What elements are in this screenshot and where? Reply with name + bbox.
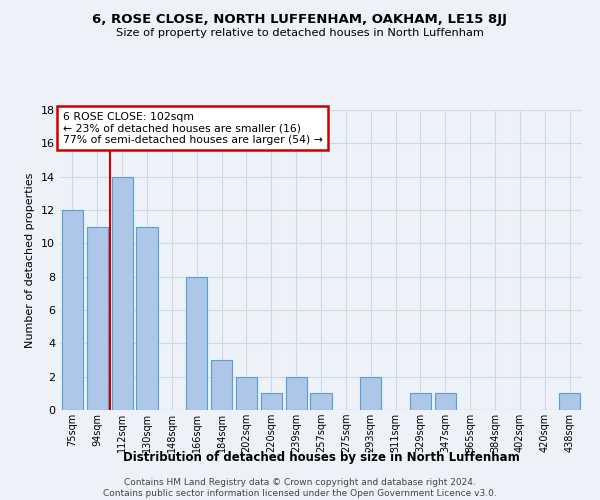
Bar [62,210,83,410]
Bar [211,360,232,410]
Text: Contains HM Land Registry data © Crown copyright and database right 2024.
Contai: Contains HM Land Registry data © Crown c… [103,478,497,498]
Text: Size of property relative to detached houses in North Luffenham: Size of property relative to detached ho… [116,28,484,38]
Bar [186,276,207,410]
Bar [236,376,257,410]
Text: 6, ROSE CLOSE, NORTH LUFFENHAM, OAKHAM, LE15 8JJ: 6, ROSE CLOSE, NORTH LUFFENHAM, OAKHAM, … [92,12,508,26]
Text: Distribution of detached houses by size in North Luffenham: Distribution of detached houses by size … [122,451,520,464]
Bar [410,394,431,410]
Bar [559,394,580,410]
Y-axis label: Number of detached properties: Number of detached properties [25,172,35,348]
Bar [112,176,133,410]
Bar [261,394,282,410]
Bar [136,226,158,410]
Bar [286,376,307,410]
Bar [87,226,108,410]
Bar [435,394,456,410]
Bar [310,394,332,410]
Bar [360,376,381,410]
Text: 6 ROSE CLOSE: 102sqm
← 23% of detached houses are smaller (16)
77% of semi-detac: 6 ROSE CLOSE: 102sqm ← 23% of detached h… [62,112,322,144]
